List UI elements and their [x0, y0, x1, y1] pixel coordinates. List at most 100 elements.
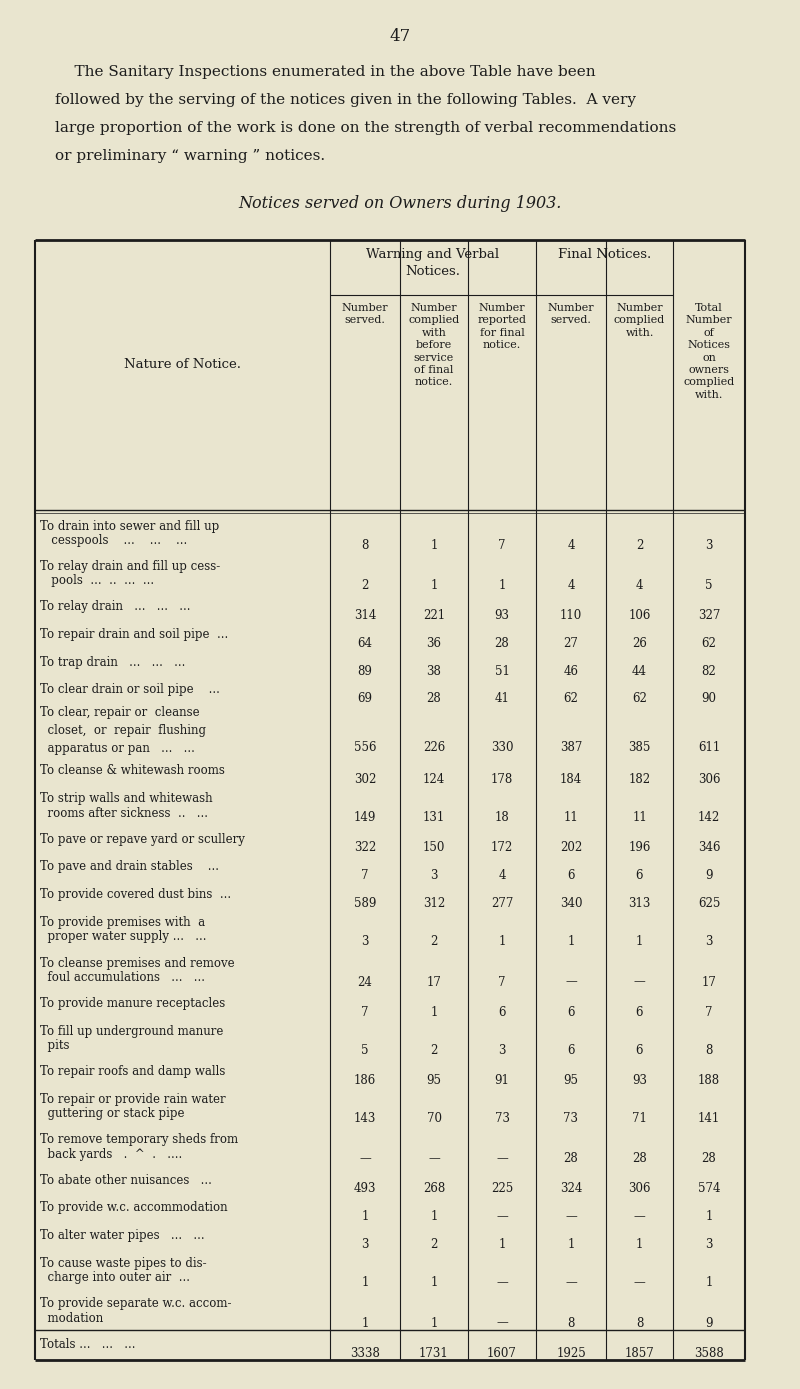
- Text: 90: 90: [702, 692, 717, 706]
- Text: To strip walls and whitewash: To strip walls and whitewash: [40, 793, 213, 806]
- Text: foul accumulations   ...   ...: foul accumulations ... ...: [40, 971, 205, 983]
- Text: closet,  or  repair  flushing: closet, or repair flushing: [40, 724, 206, 738]
- Text: 71: 71: [632, 1113, 647, 1125]
- Text: 1607: 1607: [487, 1346, 517, 1360]
- Text: 385: 385: [628, 740, 650, 754]
- Text: 17: 17: [426, 975, 442, 989]
- Text: 62: 62: [632, 692, 647, 706]
- Text: 28: 28: [632, 1153, 647, 1165]
- Text: 95: 95: [426, 1074, 442, 1086]
- Text: 3: 3: [362, 1238, 369, 1251]
- Text: 340: 340: [560, 897, 582, 910]
- Text: —: —: [496, 1153, 508, 1165]
- Text: 1857: 1857: [625, 1346, 654, 1360]
- Text: 2: 2: [636, 539, 643, 551]
- Text: 1731: 1731: [419, 1346, 449, 1360]
- Text: 1: 1: [430, 1210, 438, 1224]
- Text: To cleanse & whitewash rooms: To cleanse & whitewash rooms: [40, 764, 225, 778]
- Text: 226: 226: [423, 740, 445, 754]
- Text: —: —: [359, 1153, 371, 1165]
- Text: 46: 46: [563, 664, 578, 678]
- Text: 268: 268: [423, 1182, 445, 1196]
- Text: 611: 611: [698, 740, 720, 754]
- Text: 493: 493: [354, 1182, 376, 1196]
- Text: Number
complied
with.: Number complied with.: [614, 303, 665, 338]
- Text: 142: 142: [698, 811, 720, 825]
- Text: 188: 188: [698, 1074, 720, 1086]
- Text: —: —: [565, 1276, 577, 1289]
- Text: To repair or provide rain water: To repair or provide rain water: [40, 1093, 226, 1106]
- Text: Totals ...   ...   ...: Totals ... ... ...: [40, 1338, 135, 1350]
- Text: 36: 36: [426, 638, 442, 650]
- Text: To trap drain   ...   ...   ...: To trap drain ... ... ...: [40, 656, 186, 668]
- Text: 3338: 3338: [350, 1346, 380, 1360]
- Text: 44: 44: [632, 664, 647, 678]
- Text: Total
Number
of
Notices
on
owners
complied
with.: Total Number of Notices on owners compli…: [683, 303, 734, 400]
- Text: 8: 8: [706, 1043, 713, 1057]
- Text: 182: 182: [629, 774, 650, 786]
- Text: 6: 6: [567, 1043, 574, 1057]
- Text: 202: 202: [560, 842, 582, 854]
- Text: 330: 330: [490, 740, 514, 754]
- Text: 1: 1: [430, 579, 438, 592]
- Text: or preliminary “ warning ” notices.: or preliminary “ warning ” notices.: [55, 149, 325, 163]
- Text: 17: 17: [702, 975, 717, 989]
- Text: To cleanse premises and remove: To cleanse premises and remove: [40, 957, 234, 970]
- Text: Final Notices.: Final Notices.: [558, 249, 651, 261]
- Text: 62: 62: [702, 638, 717, 650]
- Text: 82: 82: [702, 664, 716, 678]
- Text: 4: 4: [636, 579, 643, 592]
- Text: 314: 314: [354, 610, 376, 622]
- Text: 589: 589: [354, 897, 376, 910]
- Text: 11: 11: [564, 811, 578, 825]
- Text: back yards   .  ^  .   ....: back yards . ^ . ....: [40, 1147, 182, 1161]
- Text: 172: 172: [491, 842, 513, 854]
- Text: 4: 4: [567, 539, 574, 551]
- Text: Number
reported
for final
notice.: Number reported for final notice.: [478, 303, 526, 350]
- Text: 7: 7: [706, 1006, 713, 1018]
- Text: 346: 346: [698, 842, 720, 854]
- Text: 1925: 1925: [556, 1346, 586, 1360]
- Text: 1: 1: [498, 1238, 506, 1251]
- Text: To fill up underground manure: To fill up underground manure: [40, 1025, 223, 1038]
- Text: 143: 143: [354, 1113, 376, 1125]
- Text: 3: 3: [498, 1043, 506, 1057]
- Text: 2: 2: [362, 579, 369, 592]
- Text: 221: 221: [423, 610, 445, 622]
- Text: 18: 18: [494, 811, 510, 825]
- Text: 4: 4: [567, 579, 574, 592]
- Text: 28: 28: [494, 638, 510, 650]
- Text: —: —: [634, 1210, 646, 1224]
- Text: 69: 69: [358, 692, 373, 706]
- Text: Number
served.: Number served.: [342, 303, 388, 325]
- Text: 186: 186: [354, 1074, 376, 1086]
- Text: 2: 2: [430, 935, 438, 949]
- Text: 1: 1: [362, 1317, 369, 1329]
- Text: 1: 1: [567, 935, 574, 949]
- Text: 327: 327: [698, 610, 720, 622]
- Text: 7: 7: [362, 870, 369, 882]
- Text: 6: 6: [498, 1006, 506, 1018]
- Text: 141: 141: [698, 1113, 720, 1125]
- Text: 556: 556: [354, 740, 376, 754]
- Text: —: —: [634, 1276, 646, 1289]
- Text: 324: 324: [560, 1182, 582, 1196]
- Text: cesspools    ...    ...    ...: cesspools ... ... ...: [40, 533, 187, 547]
- Text: To relay drain and fill up cess-: To relay drain and fill up cess-: [40, 560, 220, 574]
- Text: To repair drain and soil pipe  ...: To repair drain and soil pipe ...: [40, 628, 228, 642]
- Text: To pave and drain stables    ...: To pave and drain stables ...: [40, 860, 219, 874]
- Text: 47: 47: [390, 28, 410, 44]
- Text: 9: 9: [706, 870, 713, 882]
- Text: To clear, repair or  cleanse: To clear, repair or cleanse: [40, 706, 200, 720]
- Text: guttering or stack pipe: guttering or stack pipe: [40, 1107, 185, 1120]
- Text: 225: 225: [491, 1182, 513, 1196]
- Text: pools  ...  ..  ...  ...: pools ... .. ... ...: [40, 574, 154, 588]
- Text: —: —: [634, 975, 646, 989]
- Text: 3: 3: [706, 539, 713, 551]
- Text: 28: 28: [426, 692, 442, 706]
- Text: 5: 5: [706, 579, 713, 592]
- Text: 93: 93: [632, 1074, 647, 1086]
- Text: large proportion of the work is done on the strength of verbal recommendations: large proportion of the work is done on …: [55, 121, 676, 135]
- Text: 7: 7: [362, 1006, 369, 1018]
- Text: 8: 8: [362, 539, 369, 551]
